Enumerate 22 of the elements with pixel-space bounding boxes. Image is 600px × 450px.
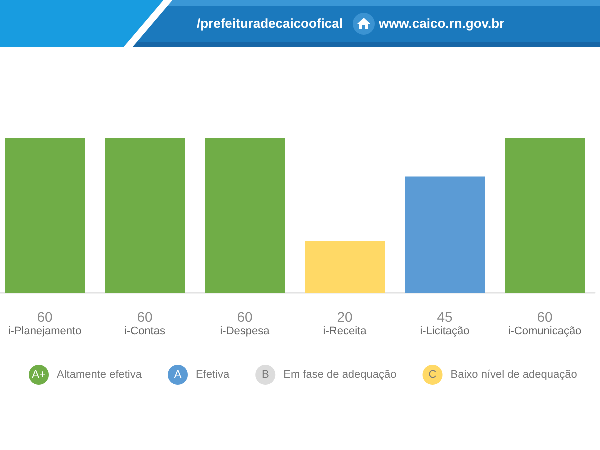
text: /prefeituradecaicoofical [197,16,343,31]
text: www.caico.rn.gov.br [378,16,505,31]
x-tick-label: i-Despesa [220,326,271,338]
x-tick-label: i-Licitação [420,326,470,338]
text: A [174,369,182,381]
legend-label: Altamente efetiva [57,369,143,381]
x-tick-label: i-Receita [323,326,368,338]
data-label: 45 [437,309,453,325]
text: C [428,369,437,381]
data-label: 60 [237,309,253,325]
x-tick-label: i-Comunicação [508,326,582,338]
x-tick-label: i-Planejamento [8,326,82,338]
legend-label: Em fase de adequação [284,369,397,381]
x-tick-label: i-Contas [124,326,166,338]
legend-label: Efetiva [196,369,231,381]
data-label: 60 [137,309,153,325]
data-label: 60 [37,309,53,325]
data-label: 60 [537,309,553,325]
data-label: 20 [337,309,353,325]
legend-label: Baixo nível de adequação [450,369,578,381]
text: B [262,369,270,381]
text: A+ [32,369,46,381]
